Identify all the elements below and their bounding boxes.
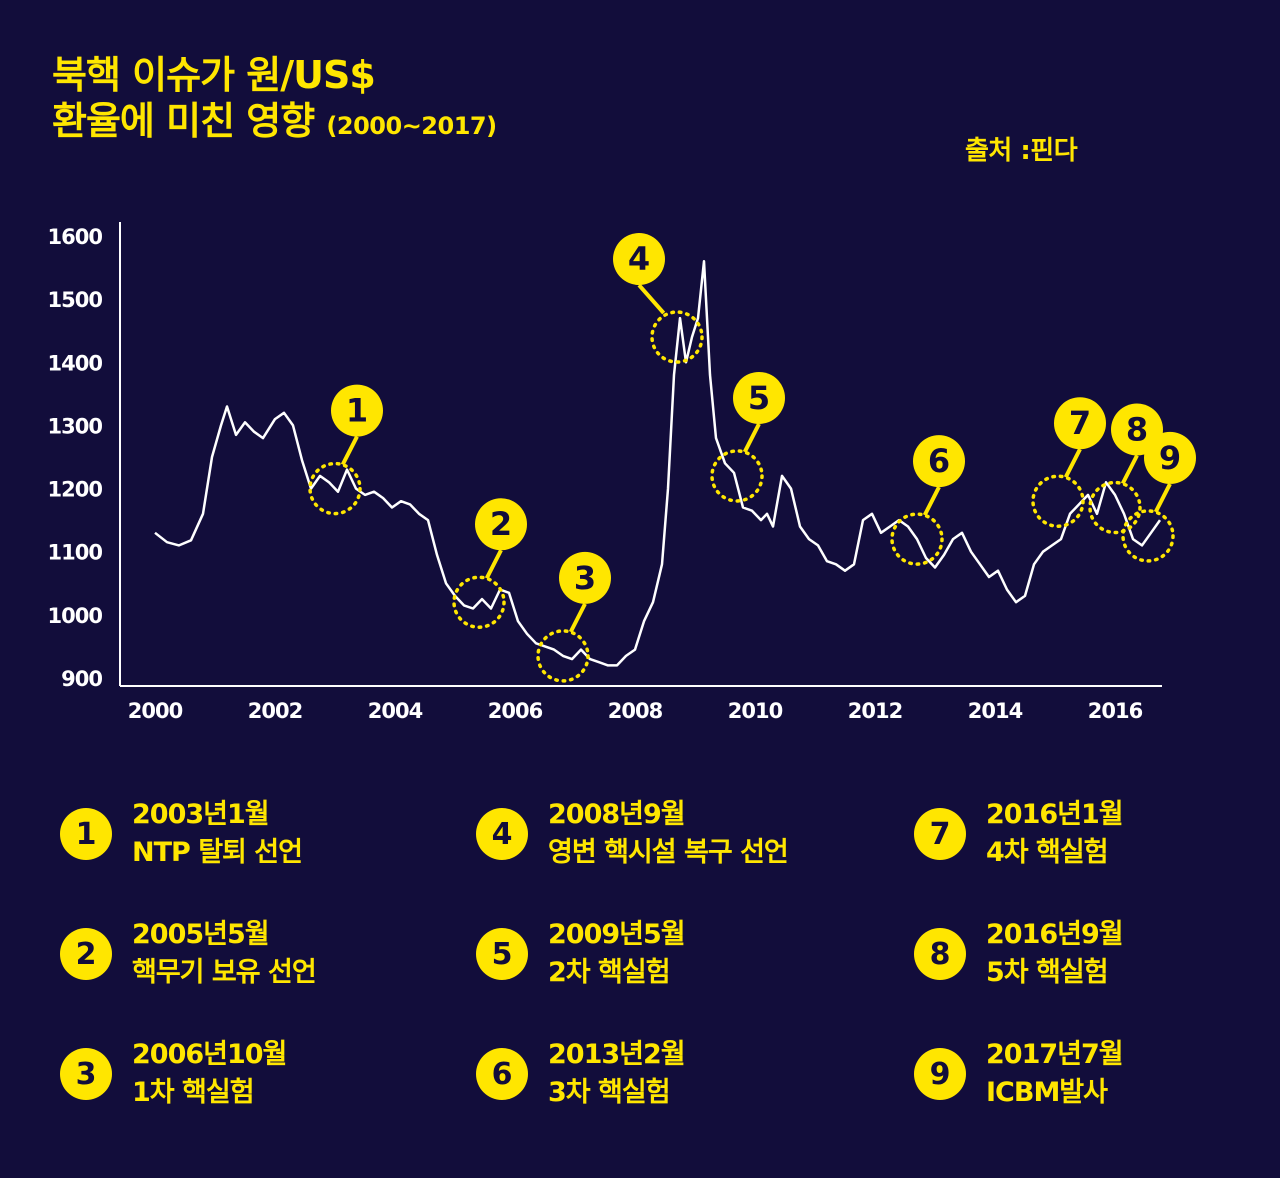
y-tick-label: 900 (61, 667, 102, 691)
x-tick-label: 2016 (1088, 699, 1143, 723)
chart-ticks: 900 1000 1100 1200 1300 1400 1500 1600 2000 2002 2… (48, 225, 1144, 723)
event-marker-number: 3 (574, 559, 596, 597)
event-marker-circle (452, 575, 506, 629)
chart-axes (119, 222, 1162, 687)
event-marker-number: 5 (748, 379, 770, 417)
x-tick-label: 2008 (608, 699, 663, 723)
source-label: 출처 :핀다 (965, 136, 1078, 166)
event-marker-leader (568, 602, 587, 633)
event-marker-badge (559, 551, 611, 604)
y-tick-label: 1400 (48, 351, 103, 375)
event-marker-leader (1063, 448, 1082, 479)
x-tick-label: 2010 (728, 699, 783, 723)
y-tick-label: 1300 (48, 414, 103, 438)
y-tick-label: 1600 (48, 225, 103, 249)
event-marker-number: 4 (628, 240, 650, 278)
event-marker-badge (1144, 431, 1196, 484)
event-marker-badge (475, 498, 527, 551)
event-marker-number: 9 (1159, 439, 1181, 477)
page-title-line2: 환율에 미친 영향 (2000~2017) (52, 98, 497, 149)
exchange-rate-line (154, 260, 1162, 667)
event-marker-badge (913, 435, 965, 488)
x-tick-label: 2012 (848, 699, 902, 723)
event-marker-circle (650, 310, 704, 364)
event-marker-circle (710, 449, 764, 503)
event-marker-leader (484, 549, 503, 580)
event-marker-number: 1 (346, 392, 368, 430)
event-marker-badge (1054, 397, 1106, 450)
x-tick-label: 2002 (248, 699, 302, 723)
page-title-line1: 북핵 이슈가 원/US$ (52, 53, 376, 97)
y-tick-label: 1500 (48, 288, 103, 312)
event-marker-circle (536, 629, 590, 683)
title-block: 북핵 이슈가 원/US$ 환율에 미친 영향 (2000~2017) (52, 52, 497, 149)
event-marker-circle (1121, 509, 1175, 563)
y-tick-label: 1000 (48, 604, 103, 628)
chart-series (154, 260, 1162, 667)
event-marker-leader (742, 423, 761, 453)
x-tick-label: 2006 (488, 699, 543, 723)
event-marker-number: 2 (490, 505, 512, 543)
event-marker-number: 7 (1069, 404, 1091, 442)
event-marker-badge (331, 384, 383, 437)
event-marker-circle (1088, 480, 1142, 535)
page-title-period: (2000~2017) (326, 112, 497, 140)
x-tick-label: 2014 (968, 699, 1023, 723)
y-tick-label: 1100 (48, 541, 103, 565)
x-tick-label: 2004 (368, 699, 423, 723)
event-marker-leader (340, 435, 359, 466)
event-marker-number: 6 (928, 442, 950, 480)
chart-annotations: 1 2 3 4 5 6 7 89 (308, 233, 1196, 683)
event-marker-number: 8 (1126, 411, 1148, 449)
event-marker-leader (637, 283, 666, 315)
y-tick-label: 1200 (48, 478, 103, 502)
event-marker-circle (308, 461, 362, 516)
event-marker-badge (613, 233, 665, 286)
event-marker-circle (1031, 474, 1085, 528)
event-marker-badge (733, 371, 785, 424)
page-title-line2-text: 환율에 미친 영향 (52, 99, 315, 143)
event-marker-leader (922, 486, 941, 516)
x-tick-label: 2000 (128, 699, 183, 723)
event-marker-circle (890, 512, 944, 566)
event-marker-leader (1120, 454, 1139, 485)
event-marker-leader (1153, 483, 1172, 513)
